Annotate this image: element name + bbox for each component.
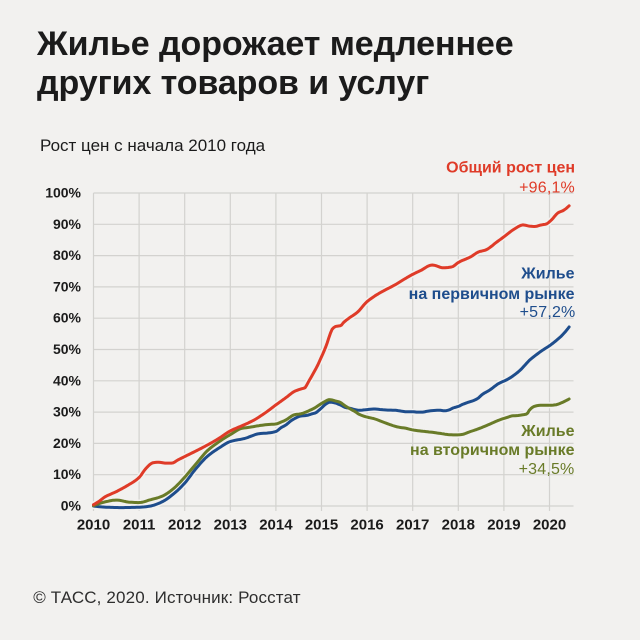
svg-text:2014: 2014 <box>259 517 293 534</box>
svg-text:Жилье: Жилье <box>520 266 574 283</box>
svg-text:90%: 90% <box>53 216 82 232</box>
svg-text:2011: 2011 <box>123 517 156 534</box>
svg-text:2017: 2017 <box>396 517 429 534</box>
svg-text:2018: 2018 <box>442 517 475 534</box>
svg-text:2019: 2019 <box>487 517 520 534</box>
svg-text:2013: 2013 <box>214 517 247 534</box>
svg-text:0%: 0% <box>61 498 82 514</box>
svg-text:2020: 2020 <box>533 517 566 534</box>
svg-text:100%: 100% <box>45 185 81 201</box>
svg-text:2016: 2016 <box>350 517 383 534</box>
svg-text:30%: 30% <box>53 404 82 420</box>
svg-text:+96,1%: +96,1% <box>519 179 575 196</box>
svg-text:20%: 20% <box>53 435 82 451</box>
svg-text:+34,5%: +34,5% <box>519 461 575 478</box>
svg-text:80%: 80% <box>53 247 82 263</box>
svg-text:50%: 50% <box>53 341 82 357</box>
svg-text:60%: 60% <box>53 310 82 326</box>
svg-text:Общий рост цен: Общий рост цен <box>446 160 575 177</box>
svg-text:10%: 10% <box>53 466 82 482</box>
svg-text:2010: 2010 <box>77 517 110 534</box>
svg-text:2012: 2012 <box>168 517 201 534</box>
svg-text:2015: 2015 <box>305 517 338 534</box>
svg-text:+57,2%: +57,2% <box>520 304 576 321</box>
svg-text:Жилье: Жилье <box>520 423 574 440</box>
svg-text:40%: 40% <box>53 372 82 388</box>
svg-text:70%: 70% <box>53 278 82 294</box>
svg-text:на вторичном рынке: на вторичном рынке <box>410 442 575 459</box>
svg-text:на первичном рынке: на первичном рынке <box>409 286 575 303</box>
